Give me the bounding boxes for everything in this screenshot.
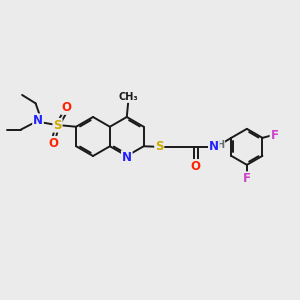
Text: F: F [243,172,251,185]
Text: S: S [155,140,164,153]
Text: CH₃: CH₃ [118,92,138,102]
Text: N: N [209,140,219,153]
Text: S: S [53,119,62,132]
Text: N: N [122,151,132,164]
Text: F: F [271,129,278,142]
Text: H: H [216,140,224,150]
Text: O: O [191,160,201,173]
Text: N: N [33,114,43,127]
Text: O: O [48,137,58,150]
Text: O: O [61,101,71,114]
